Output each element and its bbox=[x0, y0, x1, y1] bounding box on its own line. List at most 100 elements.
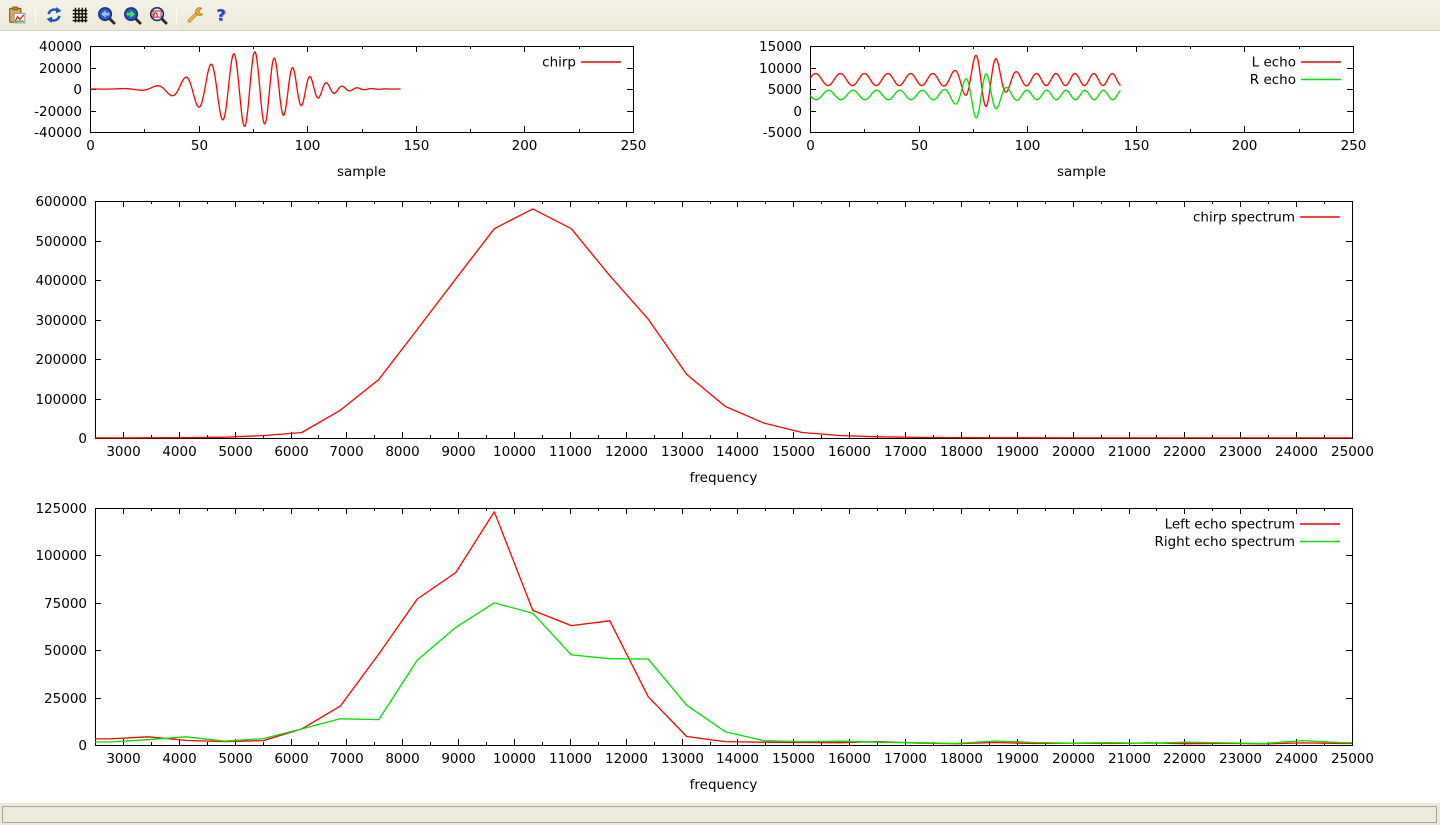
x-tick-label: 24000 bbox=[1275, 444, 1318, 460]
x-tick-label: 5000 bbox=[218, 751, 252, 767]
x-tick-label: 5000 bbox=[218, 444, 252, 460]
legend-label: L echo bbox=[1252, 55, 1296, 71]
x-tick-label: 23000 bbox=[1219, 751, 1262, 767]
x-tick-label: 22000 bbox=[1163, 444, 1206, 460]
y-tick-label: 20000 bbox=[39, 61, 82, 77]
x-axis-label: sample bbox=[337, 164, 386, 180]
x-tick-label: 7000 bbox=[329, 444, 363, 460]
x-tick-label: 20000 bbox=[1052, 444, 1095, 460]
x-tick-label: 21000 bbox=[1108, 444, 1151, 460]
y-tick-label: 0 bbox=[73, 82, 82, 98]
copy-to-clipboard-button[interactable] bbox=[4, 2, 30, 28]
legend-label: chirp spectrum bbox=[1193, 210, 1295, 226]
x-tick-label: 10000 bbox=[493, 444, 536, 460]
x-tick-label: 7000 bbox=[329, 751, 363, 767]
y-tick-label: 0 bbox=[78, 738, 87, 754]
x-axis-label: frequency bbox=[690, 777, 758, 793]
x-tick-label: 11000 bbox=[549, 751, 592, 767]
x-tick-label: 4000 bbox=[162, 444, 196, 460]
y-tick-label: 500000 bbox=[35, 234, 87, 250]
x-tick-label: 25000 bbox=[1331, 444, 1374, 460]
x-tick-label: 3000 bbox=[106, 444, 140, 460]
series-line bbox=[809, 54, 1122, 108]
y-tick-label: 50000 bbox=[44, 643, 87, 659]
svg-text:?: ? bbox=[217, 6, 226, 24]
x-tick-label: 21000 bbox=[1108, 751, 1151, 767]
y-tick-label: 0 bbox=[78, 431, 87, 447]
y-tick-label: 5000 bbox=[768, 82, 802, 98]
y-tick-label: 0 bbox=[793, 104, 802, 120]
toolbar-separator bbox=[176, 5, 177, 25]
y-tick-label: 25000 bbox=[44, 691, 87, 707]
chirp-waveform-chart[interactable]: 0 50 100 150 200 250 -40000 -20000 0 20000 40000 sa… bbox=[0, 31, 700, 191]
series-line bbox=[95, 602, 1352, 745]
legend-label: R echo bbox=[1250, 72, 1296, 88]
x-tick-label: 0 bbox=[806, 138, 815, 154]
x-axis-label: sample bbox=[1057, 164, 1106, 180]
x-tick-label: 12000 bbox=[605, 444, 648, 460]
x-tick-label: 8000 bbox=[385, 751, 419, 767]
y-tick-label: 200000 bbox=[35, 352, 87, 368]
help-button[interactable]: ? ? bbox=[208, 2, 234, 28]
x-tick-label: 14000 bbox=[716, 444, 759, 460]
toggle-grid-button[interactable] bbox=[67, 2, 93, 28]
x-tick-label: 22000 bbox=[1163, 751, 1206, 767]
x-tick-label: 18000 bbox=[940, 444, 983, 460]
magnifier-forward-icon bbox=[123, 6, 142, 25]
magnifier-plot-icon bbox=[149, 6, 168, 25]
x-tick-label: 24000 bbox=[1275, 751, 1318, 767]
zoom-previous-button[interactable] bbox=[93, 2, 119, 28]
y-tick-label: -40000 bbox=[34, 125, 82, 141]
series-line bbox=[89, 51, 401, 128]
x-axis-label: frequency bbox=[690, 470, 758, 486]
y-tick-label: -5000 bbox=[763, 125, 802, 141]
echo-waveforms-chart[interactable]: 0 50 100 150 200 250-5000050001000015000sampl… bbox=[700, 31, 1440, 191]
wrench-icon bbox=[187, 7, 204, 23]
configure-button[interactable] bbox=[182, 2, 208, 28]
toolbar-separator bbox=[35, 5, 36, 25]
plot-canvas: 0 50 100 150 200 250 -40000 -20000 0 20000 40000 sa… bbox=[0, 31, 1440, 802]
toolbar: ? ? bbox=[0, 0, 1440, 31]
x-tick-label: 6000 bbox=[274, 444, 308, 460]
echo-spectra-chart[interactable]: 3000 4000 5000 6000 7000 8000 9000 10000 11000 12… bbox=[0, 498, 1440, 801]
x-tick-label: 12000 bbox=[605, 751, 648, 767]
zoom-next-button[interactable] bbox=[119, 2, 145, 28]
x-tick-label: 13000 bbox=[661, 751, 704, 767]
status-message bbox=[2, 806, 1437, 823]
autoscale-button[interactable] bbox=[145, 2, 171, 28]
x-tick-label: 17000 bbox=[884, 751, 927, 767]
echo-spectra-plot: 3000 4000 5000 6000 7000 8000 9000 10000 11000 12… bbox=[0, 498, 1440, 801]
chirp-spectrum-plot: 3000 4000 5000 6000 7000 8000 9000 10000 11000 12… bbox=[0, 191, 1440, 498]
legend-label: Left echo spectrum bbox=[1165, 517, 1295, 533]
chirp-spectrum-chart[interactable]: 3000 4000 5000 6000 7000 8000 9000 10000 11000 12… bbox=[0, 191, 1440, 498]
svg-text:?: ? bbox=[216, 6, 225, 24]
x-tick-label: 8000 bbox=[385, 444, 419, 460]
x-tick-label: 15000 bbox=[772, 751, 815, 767]
x-tick-label: 16000 bbox=[828, 444, 871, 460]
x-tick-label: 50 bbox=[191, 138, 208, 154]
replot-button[interactable] bbox=[41, 2, 67, 28]
x-tick-label: 3000 bbox=[106, 751, 140, 767]
x-tick-label: 19000 bbox=[996, 751, 1039, 767]
series-line bbox=[809, 73, 1122, 119]
x-tick-label: 25000 bbox=[1331, 751, 1374, 767]
x-tick-label: 9000 bbox=[441, 751, 475, 767]
y-tick-label: 100000 bbox=[35, 392, 87, 408]
y-tick-label: 300000 bbox=[35, 313, 87, 329]
x-tick-label: 17000 bbox=[884, 444, 927, 460]
x-tick-label: 14000 bbox=[716, 751, 759, 767]
x-tick-label: 9000 bbox=[441, 444, 475, 460]
x-tick-label: 18000 bbox=[940, 751, 983, 767]
x-tick-label: 23000 bbox=[1219, 444, 1262, 460]
x-tick-label: 15000 bbox=[772, 444, 815, 460]
plot-border bbox=[95, 508, 1353, 746]
x-tick-label: 100 bbox=[295, 138, 321, 154]
series-line bbox=[95, 208, 1352, 439]
y-tick-label: 15000 bbox=[759, 39, 802, 55]
status-bar bbox=[0, 802, 1440, 825]
x-tick-label: 13000 bbox=[661, 444, 704, 460]
x-tick-label: 11000 bbox=[549, 444, 592, 460]
y-tick-label: 40000 bbox=[39, 39, 82, 55]
x-tick-label: 150 bbox=[1124, 138, 1150, 154]
echo-waveforms-plot: 0 50 100 150 200 250 -5000 0 5000 10000 15000 sampl… bbox=[700, 31, 1440, 191]
